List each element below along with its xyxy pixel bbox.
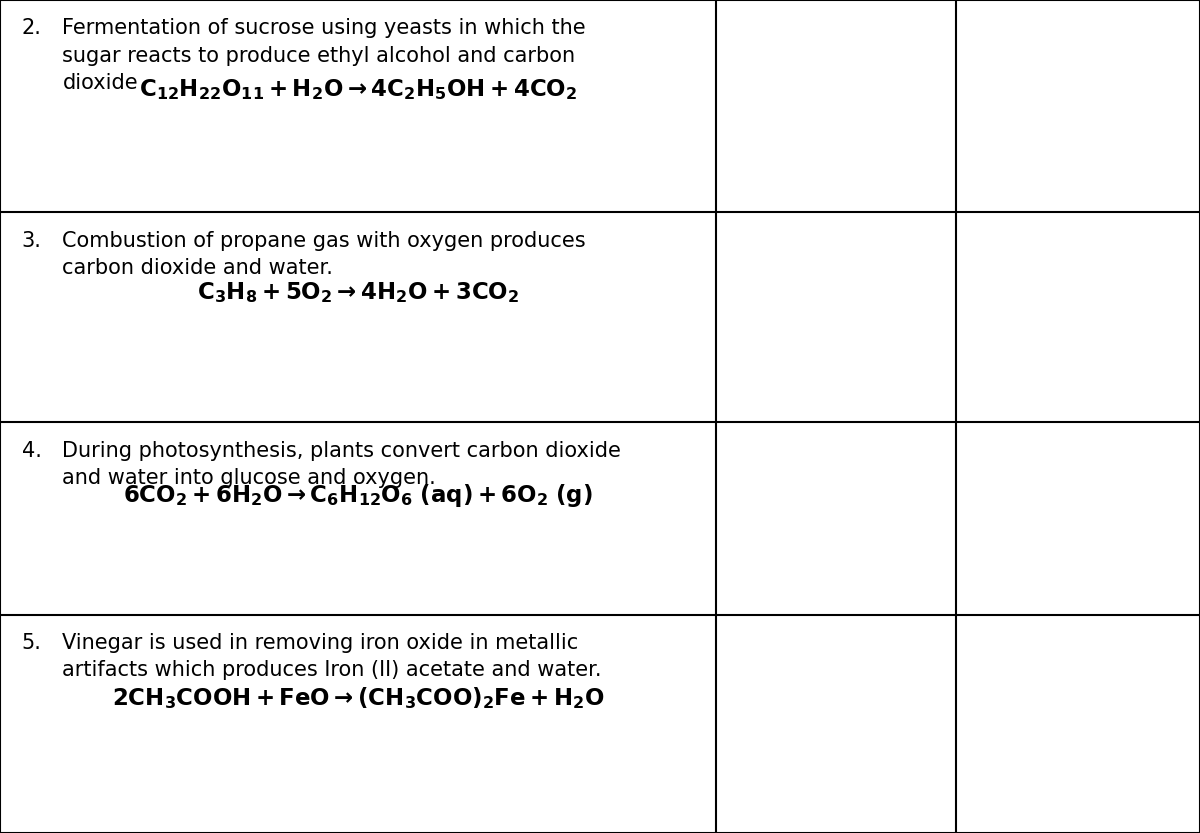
- Text: $\mathbf{6CO_2 + 6H_2O \rightarrow C_6H_{12}O_6\ (aq) + 6O_2\ (g)}$: $\mathbf{6CO_2 + 6H_2O \rightarrow C_6H_…: [124, 482, 593, 509]
- Text: Fermentation of sucrose using yeasts in which the
sugar reacts to produce ethyl : Fermentation of sucrose using yeasts in …: [62, 18, 586, 92]
- Text: 4.: 4.: [22, 441, 42, 461]
- Text: 2.: 2.: [22, 18, 42, 38]
- Text: Vinegar is used in removing iron oxide in metallic
artifacts which produces Iron: Vinegar is used in removing iron oxide i…: [62, 633, 602, 681]
- Text: 5.: 5.: [22, 633, 42, 653]
- Text: $\mathbf{2CH_3COOH + FeO \rightarrow (CH_3COO)_2Fe + H_2O}$: $\mathbf{2CH_3COOH + FeO \rightarrow (CH…: [112, 685, 605, 711]
- Text: Combustion of propane gas with oxygen produces
carbon dioxide and water.: Combustion of propane gas with oxygen pr…: [62, 231, 586, 278]
- Text: 3.: 3.: [22, 231, 42, 251]
- Text: During photosynthesis, plants convert carbon dioxide
and water into glucose and : During photosynthesis, plants convert ca…: [62, 441, 622, 488]
- Text: $\mathbf{C_3H_8 + 5O_2 \rightarrow 4H_2O + 3CO_2}$: $\mathbf{C_3H_8 + 5O_2 \rightarrow 4H_2O…: [197, 280, 520, 305]
- Text: $\mathbf{C_{12}H_{22}O_{11} + H_2O \rightarrow 4C_2H_5OH + 4CO_2}$: $\mathbf{C_{12}H_{22}O_{11} + H_2O \righ…: [139, 77, 577, 102]
